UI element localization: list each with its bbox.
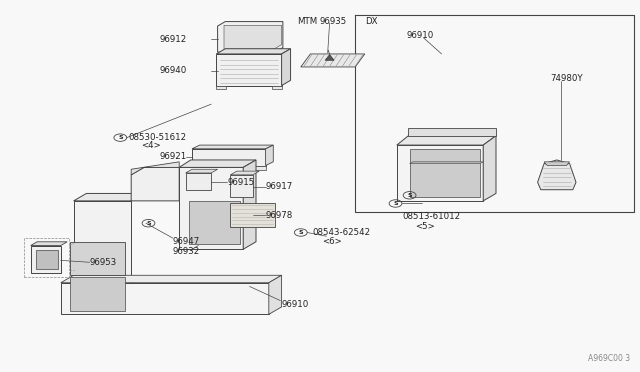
- Polygon shape: [61, 283, 269, 314]
- Text: 96910: 96910: [406, 31, 434, 40]
- Polygon shape: [36, 250, 58, 269]
- Polygon shape: [70, 242, 125, 275]
- Text: 74980Y: 74980Y: [550, 74, 583, 83]
- Polygon shape: [74, 201, 131, 286]
- Text: 96912: 96912: [160, 35, 188, 44]
- Polygon shape: [301, 54, 365, 67]
- Polygon shape: [31, 246, 61, 273]
- Polygon shape: [230, 171, 259, 175]
- Polygon shape: [483, 136, 496, 201]
- Polygon shape: [131, 162, 179, 175]
- Polygon shape: [230, 175, 253, 197]
- Text: <5>: <5>: [415, 222, 435, 231]
- Polygon shape: [131, 167, 179, 201]
- Polygon shape: [192, 149, 266, 166]
- Polygon shape: [325, 55, 334, 60]
- Polygon shape: [410, 149, 480, 197]
- Polygon shape: [74, 193, 144, 201]
- Text: 96917: 96917: [266, 182, 293, 191]
- Polygon shape: [186, 169, 218, 173]
- Polygon shape: [266, 145, 273, 166]
- Polygon shape: [224, 25, 282, 49]
- Polygon shape: [272, 86, 282, 89]
- Text: S: S: [118, 135, 123, 140]
- Polygon shape: [70, 277, 125, 311]
- Text: <4>: <4>: [141, 141, 161, 150]
- Text: 08513-61012: 08513-61012: [402, 212, 460, 221]
- Polygon shape: [179, 167, 243, 249]
- Polygon shape: [218, 22, 283, 52]
- Polygon shape: [269, 275, 282, 314]
- Text: S: S: [407, 193, 412, 198]
- Text: S: S: [393, 201, 398, 206]
- Polygon shape: [397, 136, 496, 145]
- Text: S: S: [146, 221, 151, 226]
- Polygon shape: [31, 242, 67, 246]
- Text: 96947: 96947: [173, 237, 200, 246]
- Polygon shape: [216, 54, 282, 86]
- Polygon shape: [397, 145, 483, 201]
- Text: 96935: 96935: [320, 17, 348, 26]
- Text: 96940: 96940: [160, 66, 188, 75]
- Polygon shape: [186, 173, 211, 190]
- Text: DX: DX: [365, 17, 378, 26]
- Text: 08543-62542: 08543-62542: [312, 228, 371, 237]
- Text: 96978: 96978: [266, 211, 293, 219]
- Polygon shape: [282, 49, 291, 86]
- Text: MTM: MTM: [298, 17, 318, 26]
- Polygon shape: [216, 49, 291, 54]
- Polygon shape: [192, 166, 266, 170]
- Text: S: S: [298, 230, 303, 235]
- Text: 08530-51612: 08530-51612: [128, 133, 186, 142]
- Polygon shape: [61, 275, 282, 283]
- Text: 96932: 96932: [173, 247, 200, 256]
- Polygon shape: [538, 160, 576, 190]
- Polygon shape: [216, 86, 226, 89]
- Polygon shape: [189, 201, 240, 244]
- Polygon shape: [544, 162, 570, 166]
- Polygon shape: [410, 162, 483, 164]
- Text: 96915: 96915: [227, 178, 255, 187]
- Text: 96953: 96953: [90, 258, 117, 267]
- Text: 96910: 96910: [282, 300, 309, 309]
- Polygon shape: [243, 160, 256, 249]
- Polygon shape: [192, 145, 273, 149]
- Text: 96921: 96921: [160, 153, 188, 161]
- Text: <6>: <6>: [323, 237, 342, 246]
- Polygon shape: [408, 128, 496, 136]
- Text: A969C00 3: A969C00 3: [588, 354, 630, 363]
- Polygon shape: [230, 203, 275, 227]
- Polygon shape: [179, 160, 256, 167]
